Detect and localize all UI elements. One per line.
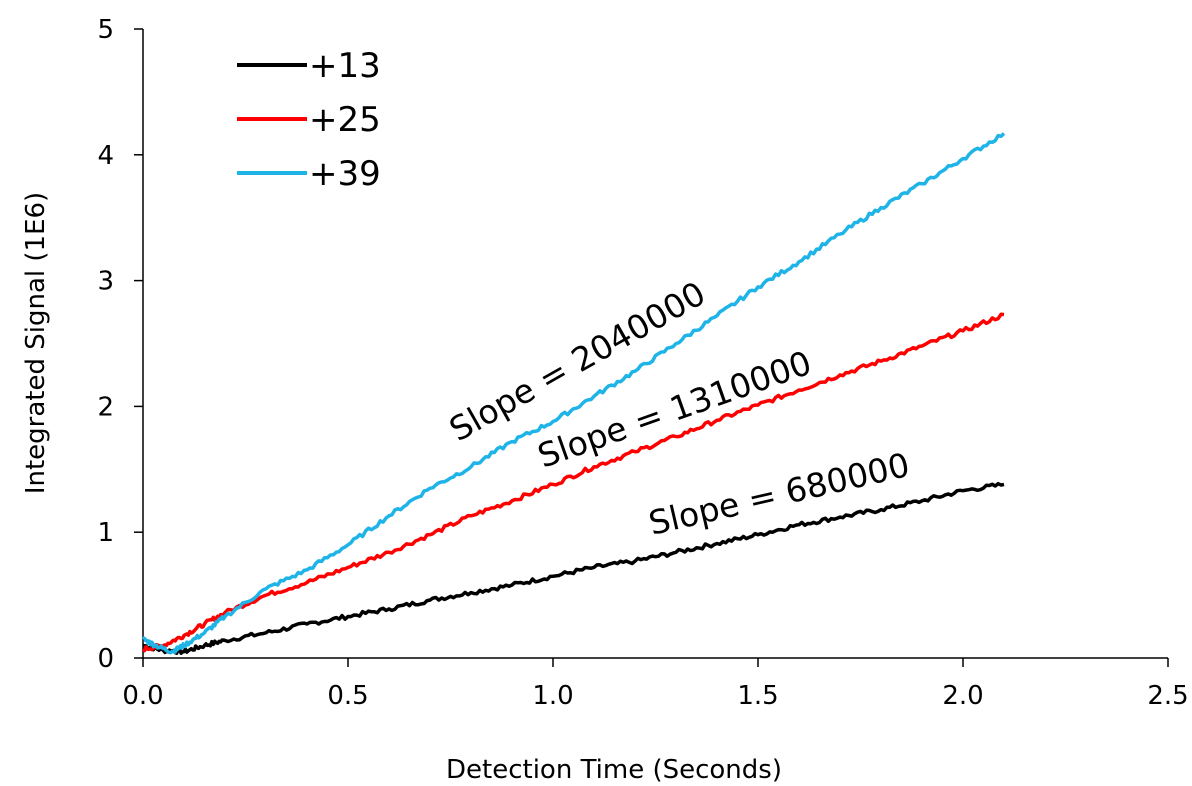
y-tick-label: 0 xyxy=(97,644,114,674)
series-line-2 xyxy=(141,132,1006,655)
y-tick-label: 4 xyxy=(97,141,114,171)
y-tick-label: 1 xyxy=(97,518,114,548)
series-line-1 xyxy=(141,312,1005,653)
y-tick-label: 2 xyxy=(97,392,114,422)
y-axis-title: Integrated Signal (1E6) xyxy=(21,192,51,494)
legend: +13 +25 +39 xyxy=(237,46,381,194)
legend-label: +13 xyxy=(309,46,381,86)
x-tick-label: 2.5 xyxy=(1147,681,1188,711)
x-tick-label: 1.0 xyxy=(532,681,573,711)
x-tick-label: 2.0 xyxy=(942,681,983,711)
legend-label: +39 xyxy=(309,154,381,194)
y-ticks: 0 1 2 3 4 5 xyxy=(97,15,143,674)
x-tick-label: 0.0 xyxy=(122,681,163,711)
y-tick-label: 5 xyxy=(97,15,114,45)
x-ticks: 0.0 0.5 1.0 1.5 2.0 2.5 xyxy=(122,658,1189,711)
plot-area: 0.0 0.5 1.0 1.5 2.0 2.5 0 1 2 3 4 5 xyxy=(97,15,1188,711)
series-line-0 xyxy=(142,481,1005,655)
series-lines xyxy=(141,132,1006,655)
x-tick-label: 0.5 xyxy=(327,681,368,711)
x-axis-title: Detection Time (Seconds) xyxy=(446,755,782,785)
x-tick-label: 1.5 xyxy=(737,681,778,711)
y-tick-label: 3 xyxy=(97,267,114,297)
legend-label: +25 xyxy=(309,100,381,140)
